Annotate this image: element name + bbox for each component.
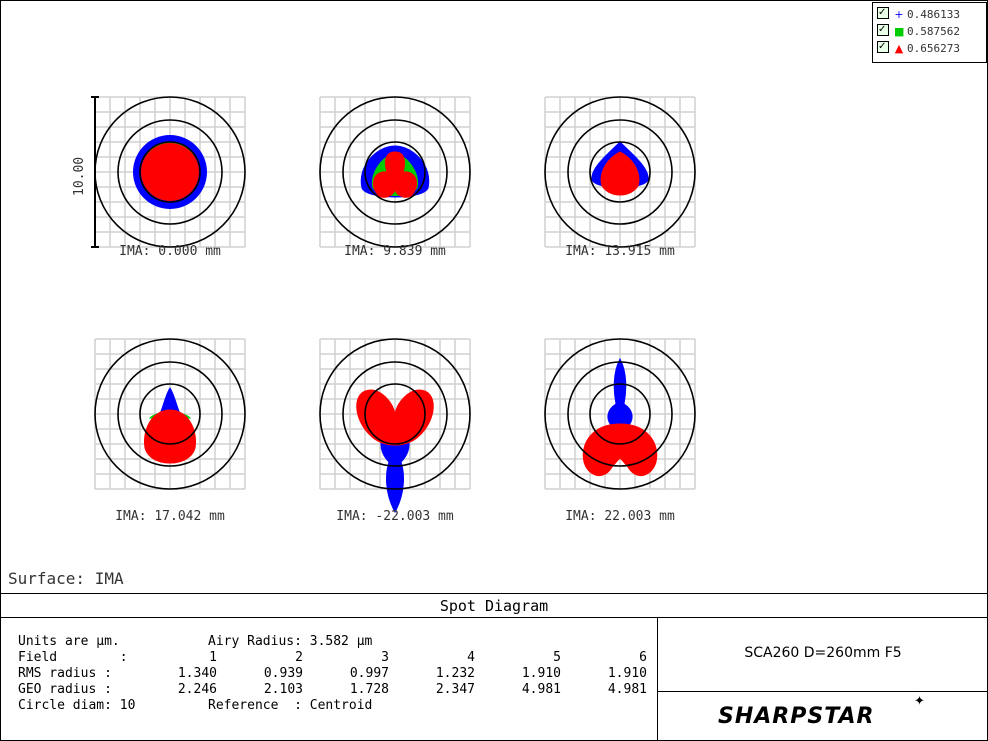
star-icon: ✦ — [914, 694, 926, 709]
legend-value-1: 0.486133 — [907, 8, 960, 21]
spot-plot-5 — [319, 338, 471, 514]
legend-value-2: 0.587562 — [907, 25, 960, 38]
fields-value-3: 3 — [381, 650, 389, 665]
geo-value-5: 4.981 — [521, 682, 561, 697]
geo-value-1: 2.246 — [177, 682, 217, 697]
fields-value-5: 5 — [553, 650, 561, 665]
geo-value-6: 4.981 — [607, 682, 647, 697]
square-icon: ■ — [894, 25, 905, 38]
red-spot — [141, 143, 199, 201]
scale-bar — [91, 96, 99, 248]
spots — [356, 389, 434, 514]
surface-label: Surface: IMA — [8, 569, 124, 588]
brand-logo: SHARPSTAR ✦ — [718, 694, 925, 729]
legend-checkbox-1[interactable] — [877, 5, 889, 21]
legend-item-3[interactable]: ▲0.656273 — [877, 39, 960, 57]
plot-label-1: IMA: 0.000 mm — [119, 244, 221, 259]
diagram-title: Spot Diagram — [439, 597, 549, 615]
spot-plots — [91, 96, 696, 514]
scale-bar-label: 10.00 — [72, 156, 87, 196]
triangle-icon: ▲ — [894, 42, 904, 55]
fields-value-6: 6 — [639, 650, 647, 665]
spots — [143, 387, 197, 464]
rms-value-1: 1.340 — [177, 666, 217, 681]
airy-radius: Airy Radius: 3.582 µm — [208, 634, 373, 649]
airy-rings — [319, 96, 471, 248]
fields-value-4: 4 — [467, 650, 475, 665]
divider-title — [0, 617, 988, 618]
plus-icon: + — [894, 8, 904, 21]
spots — [582, 357, 658, 477]
rms-value-6: 1.910 — [607, 666, 647, 681]
spot-plot-6 — [544, 338, 696, 490]
spots — [591, 141, 649, 196]
divider-scope — [657, 691, 988, 692]
legend-value-3: 0.656273 — [907, 42, 960, 55]
field-label: Field : — [18, 650, 128, 665]
geo-label: GEO radius : — [18, 682, 112, 697]
units-text: Units are µm. — [18, 634, 120, 649]
spots — [133, 135, 207, 209]
airy-rings — [544, 96, 696, 248]
scope-name: SCA260 D=260mm F5 — [744, 645, 902, 661]
legend-checkbox-2[interactable] — [877, 22, 889, 38]
rms-value-3: 0.997 — [349, 666, 389, 681]
rms-label: RMS radius : — [18, 666, 112, 681]
wavelength-legend: +0.486133 ■0.587562 ▲0.656273 — [872, 2, 987, 63]
rms-value-2: 0.939 — [263, 666, 303, 681]
plot-label-3: IMA: 13.915 mm — [565, 244, 675, 259]
red-spot — [600, 151, 640, 196]
airy-rings — [544, 338, 696, 490]
airy-rings — [94, 338, 246, 490]
red-spot — [356, 389, 434, 446]
plot-label-5: IMA: -22.003 mm — [336, 509, 454, 524]
red-spot — [372, 151, 418, 198]
blue-spot — [380, 423, 410, 514]
spots — [360, 145, 430, 198]
spot-plot-2 — [319, 96, 471, 248]
legend-item-1[interactable]: +0.486133 — [877, 5, 960, 23]
red-spot — [143, 409, 197, 464]
brand-text: SHARPSTAR — [718, 704, 875, 729]
geo-value-3: 1.728 — [349, 682, 389, 697]
divider-vertical — [657, 617, 658, 741]
rms-value-5: 1.910 — [521, 666, 561, 681]
legend-item-2[interactable]: ■0.587562 — [877, 22, 960, 40]
fields-value-2: 2 — [295, 650, 303, 665]
rms-value-4: 1.232 — [435, 666, 475, 681]
spot-plot-3 — [544, 96, 696, 248]
reference: Reference : Centroid — [208, 698, 373, 713]
plot-label-2: IMA: 9.839 mm — [344, 244, 446, 259]
plot-label-4: IMA: 17.042 mm — [115, 509, 225, 524]
airy-rings — [319, 338, 471, 490]
spot-plot-4 — [94, 338, 246, 490]
legend-checkbox-3[interactable] — [877, 39, 889, 55]
geo-value-4: 2.347 — [435, 682, 475, 697]
fields-value-1: 1 — [209, 650, 217, 665]
circle-diam: Circle diam: 10 — [18, 698, 136, 713]
geo-value-2: 2.103 — [263, 682, 303, 697]
plot-label-6: IMA: 22.003 mm — [565, 509, 675, 524]
divider-top — [0, 593, 988, 594]
spot-plot-1 — [94, 96, 246, 248]
